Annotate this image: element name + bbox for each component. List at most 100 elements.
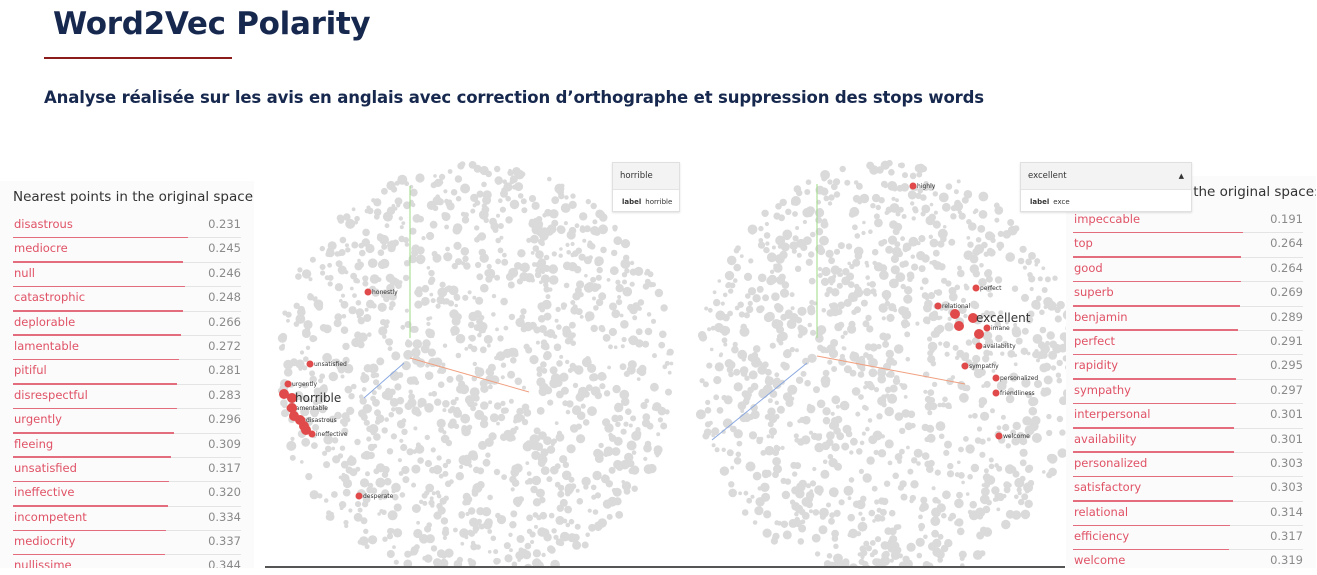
nearest-point-word[interactable]: superb (1074, 285, 1114, 300)
right-projection-plot[interactable]: highly perfect relational imane availability… (687, 158, 1066, 568)
nearest-point-row[interactable]: sympathy 0.297 (1073, 380, 1303, 405)
nearest-point-row[interactable]: disastrous 0.231 (13, 214, 241, 239)
search-result-row[interactable]: label horrible (613, 190, 679, 206)
nearest-point-row[interactable]: incompetent 0.334 (13, 507, 241, 532)
highlighted-point[interactable] (954, 321, 964, 331)
nearest-point-word[interactable]: good (1074, 260, 1103, 275)
highlighted-point[interactable] (284, 380, 292, 388)
nearest-point-row[interactable]: welcome 0.319 (1073, 550, 1303, 568)
highlighted-point[interactable] (992, 374, 1000, 382)
highlighted-point[interactable] (995, 432, 1003, 440)
nearest-point-word[interactable]: null (14, 265, 35, 280)
nearest-point-row[interactable]: null 0.246 (13, 263, 241, 288)
highlighted-point[interactable] (950, 309, 960, 319)
nearest-point-row[interactable]: catastrophic 0.248 (13, 287, 241, 312)
nearest-point-word[interactable]: mediocrity (14, 534, 76, 549)
nearest-point-word[interactable]: catastrophic (14, 290, 86, 305)
nearest-point-word[interactable]: personalized (1074, 455, 1148, 470)
distance-bar (13, 505, 168, 507)
nearest-point-row[interactable]: ineffective 0.320 (13, 482, 241, 507)
nearest-point-row[interactable]: deplorable 0.266 (13, 312, 241, 336)
left-projection-plot[interactable]: honestly unsatisfied urgently lamentable dis… (264, 158, 687, 568)
nearest-point-row[interactable]: superb 0.269 (1073, 282, 1303, 307)
nearest-point-word[interactable]: disastrous (14, 217, 73, 231)
nearest-point-row[interactable]: personalized 0.303 (1073, 453, 1303, 478)
nearest-point-row[interactable]: fleeing 0.309 (13, 434, 241, 458)
nearest-point-word[interactable]: satisfactory (1074, 480, 1142, 495)
nearest-point-row[interactable]: impeccable 0.191 (1073, 209, 1303, 234)
nearest-point-word[interactable]: perfect (1074, 333, 1116, 348)
nearest-point-word[interactable]: unsatisfied (14, 460, 77, 475)
highlighted-point[interactable] (299, 421, 309, 431)
highlighted-point[interactable] (974, 329, 984, 339)
nearest-point-row[interactable]: lamentable 0.272 (13, 336, 241, 361)
search-input[interactable]: horrible (613, 163, 679, 190)
nearest-point-row[interactable]: mediocrity 0.337 (13, 531, 241, 556)
nearest-point-word[interactable]: relational (1074, 504, 1129, 519)
right-search-box[interactable]: excellent ▲ label exce (1020, 162, 1192, 212)
nearest-point-word[interactable]: top (1074, 236, 1093, 251)
highlighted-point[interactable] (306, 360, 314, 368)
nearest-point-row[interactable]: pitiful 0.281 (13, 360, 241, 385)
nearest-point-row[interactable]: top 0.264 (1073, 233, 1303, 258)
nearest-point-word[interactable]: ineffective (14, 485, 75, 500)
highlighted-point[interactable] (289, 411, 299, 421)
nearest-point-word[interactable]: disrespectful (14, 387, 88, 402)
nearest-point-word[interactable]: incompetent (14, 509, 87, 524)
highlighted-point[interactable] (909, 182, 917, 190)
nearest-point-row[interactable]: benjamin 0.289 (1073, 307, 1303, 331)
nearest-point-row[interactable]: good 0.264 (1073, 258, 1303, 283)
nearest-point-row[interactable]: interpersonal 0.301 (1073, 404, 1303, 429)
highlighted-point[interactable] (287, 393, 297, 403)
highlighted-point[interactable] (975, 342, 983, 350)
nearest-point-word[interactable]: pitiful (14, 363, 47, 378)
point-label: disastrous (306, 417, 337, 424)
highlighted-point[interactable] (934, 302, 942, 310)
nearest-point-row[interactable]: availability 0.301 (1073, 429, 1303, 453)
left-projection-canvas[interactable]: honestly unsatisfied urgently lamentable dis… (264, 158, 687, 568)
nearest-point-word[interactable]: mediocre (14, 241, 68, 256)
nearest-point-word[interactable]: rapidity (1074, 358, 1119, 373)
search-result-row[interactable]: label exce (1021, 190, 1191, 206)
highlighted-point[interactable] (972, 284, 980, 292)
nearest-point-word[interactable]: availability (1074, 431, 1137, 446)
highlighted-point[interactable] (983, 324, 991, 332)
nearest-point-row[interactable]: relational 0.314 (1073, 502, 1303, 527)
right-projection-canvas[interactable]: highly perfect relational imane availability… (687, 158, 1066, 568)
nearest-point-word[interactable]: interpersonal (1074, 407, 1151, 422)
nearest-point-word[interactable]: benjamin (1074, 309, 1128, 324)
search-input[interactable]: excellent ▲ (1021, 163, 1191, 190)
nearest-point-row[interactable]: disrespectful 0.283 (13, 385, 241, 410)
nearest-point-word[interactable]: lamentable (14, 338, 79, 353)
highlighted-point[interactable] (355, 492, 363, 500)
nearest-point-row[interactable]: efficiency 0.317 (1073, 526, 1303, 551)
highlighted-point[interactable] (968, 313, 978, 323)
distance-bar (13, 553, 165, 556)
nearest-point-word[interactable]: fleeing (14, 436, 54, 451)
caret-up-icon[interactable]: ▲ (1178, 172, 1184, 180)
nearest-point-word[interactable]: efficiency (1074, 529, 1130, 544)
nearest-point-row[interactable]: unsatisfied 0.317 (13, 458, 241, 483)
nearest-point-distance: 0.283 (208, 387, 241, 402)
nearest-point-distance: 0.309 (208, 436, 241, 451)
nearest-point-distance: 0.281 (208, 363, 241, 378)
nearest-point-word[interactable]: impeccable (1074, 212, 1141, 226)
left-search-box[interactable]: horrible label horrible (612, 162, 680, 212)
highlighted-point[interactable] (287, 403, 297, 413)
nearest-point-row[interactable]: mediocre 0.245 (13, 238, 241, 263)
nearest-point-row[interactable]: rapidity 0.295 (1073, 355, 1303, 380)
nearest-point-row[interactable]: nullissime 0.344 (13, 555, 241, 568)
nearest-point-row[interactable]: urgently 0.296 (13, 409, 241, 434)
nearest-point-word[interactable]: deplorable (14, 314, 76, 329)
nearest-point-row[interactable]: satisfactory 0.303 (1073, 477, 1303, 502)
nearest-point-word[interactable]: urgently (14, 412, 62, 427)
highlighted-point[interactable] (961, 362, 969, 370)
highlighted-point[interactable] (364, 288, 372, 296)
highlighted-point[interactable] (992, 389, 1000, 397)
nearest-point-word[interactable]: sympathy (1074, 382, 1131, 397)
nearest-point-word[interactable]: nullissime (14, 558, 72, 568)
nearest-point-row[interactable]: perfect 0.291 (1073, 331, 1303, 356)
highlighted-point[interactable] (279, 389, 289, 399)
nearest-point-word[interactable]: welcome (1074, 553, 1126, 568)
nearest-point-distance: 0.295 (1270, 358, 1303, 373)
